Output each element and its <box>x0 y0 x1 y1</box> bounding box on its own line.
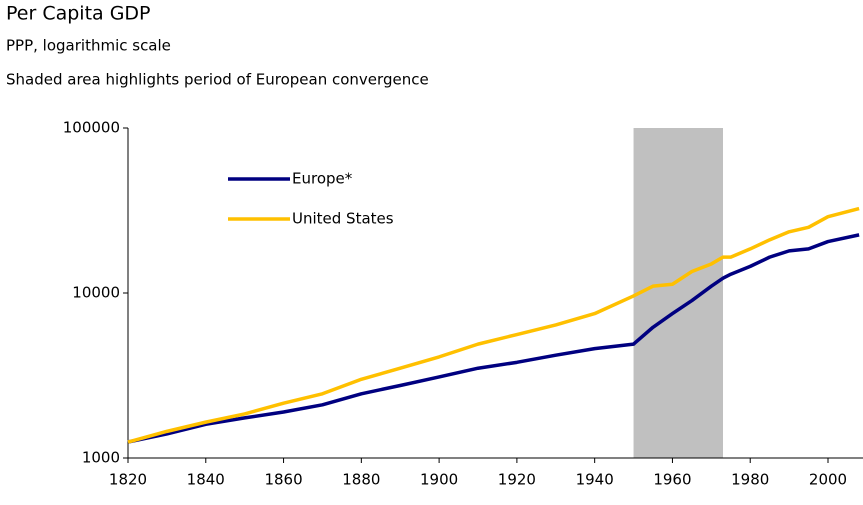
chart-subtitle: PPP, logarithmic scale <box>6 37 171 55</box>
x-tick-label: 1820 <box>109 471 147 489</box>
x-tick-label: 1960 <box>653 471 691 489</box>
legend-label: Europe* <box>292 170 353 188</box>
shaded-region <box>633 128 723 458</box>
series-line <box>127 206 860 444</box>
x-tick-label: 1860 <box>264 471 302 489</box>
y-tick-label: 10000 <box>72 284 120 302</box>
series-line <box>127 233 860 444</box>
y-tick-label: 1000 <box>82 449 120 467</box>
x-tick-label: 1920 <box>498 471 536 489</box>
x-tick-label: 2000 <box>809 471 847 489</box>
x-tick-label: 1880 <box>342 471 380 489</box>
annotation: Shaded area highlights period of Europea… <box>6 71 429 89</box>
y-tick-label: 100000 <box>63 119 120 137</box>
chart-title: Per Capita GDP <box>6 3 151 25</box>
legend-label: United States <box>292 210 394 228</box>
x-tick-label: 1980 <box>731 471 769 489</box>
x-tick-label: 1940 <box>576 471 614 489</box>
x-tick-label: 1840 <box>187 471 225 489</box>
x-tick-label: 1900 <box>420 471 458 489</box>
